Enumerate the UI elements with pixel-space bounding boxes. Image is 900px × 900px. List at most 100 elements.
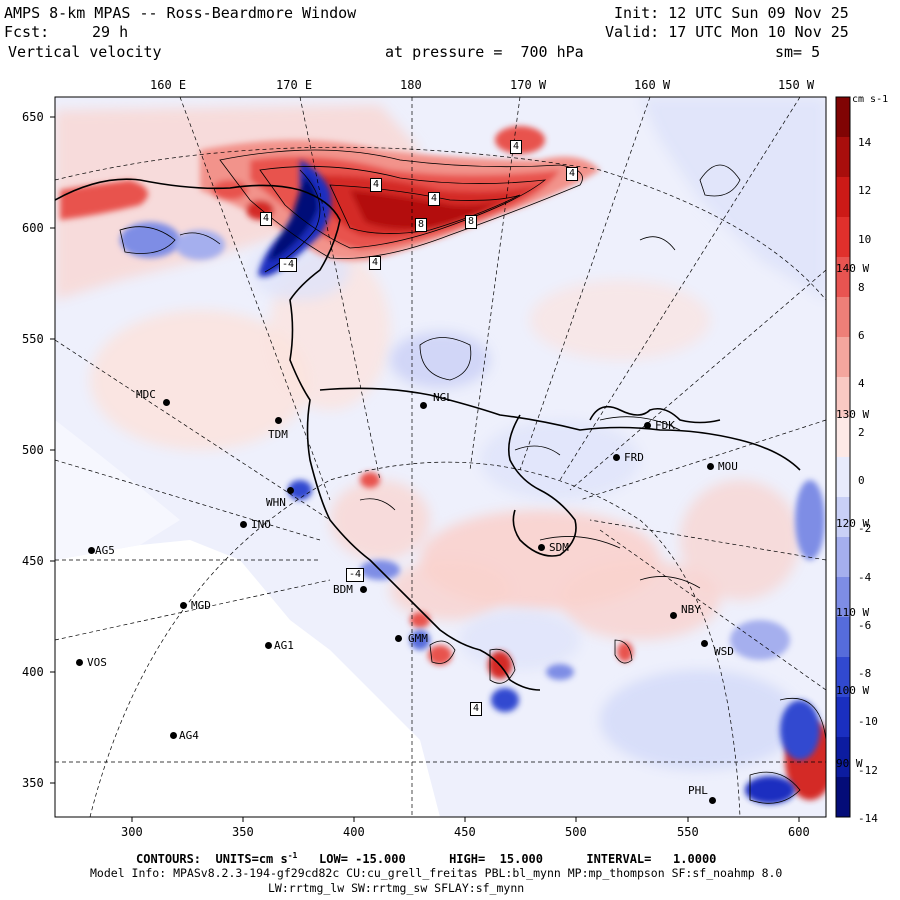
- map-title: AMPS 8-km MPAS -- Ross-Beardmore Window: [4, 4, 357, 22]
- station-marker-ag1: [265, 642, 272, 649]
- y-tick-650: 650: [22, 110, 44, 124]
- valid-time: Valid: 17 UTC Mon 10 Nov 25: [605, 23, 849, 41]
- colorbar-tick: 6: [858, 329, 865, 343]
- lon-label-170w: 170 W: [510, 78, 547, 92]
- station-marker-wsd: [701, 640, 708, 647]
- colorbar-segment: [836, 97, 850, 138]
- x-tick-300: 300: [121, 825, 143, 839]
- station-label-fdk: FDK: [655, 419, 675, 432]
- light-region: [55, 420, 180, 560]
- colorbar-segment: [836, 297, 850, 338]
- colorbar-segment: [836, 777, 850, 818]
- station-marker-vos: [76, 659, 83, 666]
- colorbar-segment: [836, 457, 850, 498]
- x-tick-350: 350: [232, 825, 254, 839]
- contour-label: 4: [566, 167, 579, 181]
- colorbar-tick: -14: [858, 812, 878, 825]
- init-time: Init: 12 UTC Sun 09 Nov 25: [614, 4, 849, 22]
- station-label-tdm: TDM: [268, 428, 288, 441]
- colorbar-segment: [836, 697, 850, 738]
- x-tick-500: 500: [565, 825, 587, 839]
- forecast-hour: 29 h: [92, 23, 129, 41]
- colorbar-tick: -10: [858, 715, 878, 729]
- contour-label: 4: [510, 140, 523, 154]
- lon-label-140w: 140 W: [836, 262, 870, 275]
- smoothing: sm= 5: [775, 43, 821, 61]
- colorbar-segment: [836, 137, 850, 178]
- y-tick-550: 550: [22, 332, 44, 346]
- colorbar-border: [835, 96, 851, 818]
- coastlines: [55, 178, 801, 691]
- colorbar-tick: 12: [858, 184, 872, 198]
- contour-label: 4: [369, 256, 382, 270]
- colorbar-tick: -12: [858, 763, 878, 777]
- colorbar-units: cm s-1: [852, 94, 889, 105]
- colorbar-segment: [836, 257, 850, 298]
- contour-label: 4: [260, 212, 273, 226]
- colorbar-tick: -6: [858, 618, 872, 632]
- lon-label-130w: 130 W: [836, 408, 870, 421]
- colorbar-segment: [836, 337, 850, 378]
- contour-lines: [119, 149, 826, 804]
- y-tick-400: 400: [22, 665, 44, 679]
- lon-label-100w: 100 W: [836, 684, 870, 697]
- station-label-mgd: MGD: [191, 599, 211, 612]
- colorbar-segment: [836, 377, 850, 418]
- lon-label-180: 180: [400, 78, 422, 92]
- axis-ticks: [50, 116, 800, 822]
- y-tick-450: 450: [22, 554, 44, 568]
- station-label-phl: PHL: [688, 784, 708, 797]
- no-data-region: [55, 540, 440, 817]
- station-label-ag4: AG4: [179, 729, 199, 742]
- station-marker-ag4: [170, 732, 177, 739]
- colorbar-segment: [836, 177, 850, 218]
- contour-label: 4: [470, 702, 483, 716]
- lon-label-150w: 150 W: [778, 78, 815, 92]
- y-tick-500: 500: [22, 443, 44, 457]
- station-label-frd: FRD: [624, 451, 644, 464]
- station-label-wsd: WSD: [714, 645, 734, 658]
- colorbar-segment: [836, 657, 850, 698]
- colorbar-segment: [836, 497, 850, 538]
- x-tick-550: 550: [677, 825, 699, 839]
- contour-label: 8: [415, 218, 428, 232]
- contour-label: 4: [370, 178, 383, 192]
- station-label-mou: MOU: [718, 460, 738, 473]
- contour-info: CONTOURS: UNITS=cm s-1 LOW= -15.000 HIGH…: [136, 851, 716, 866]
- station-marker-bdm: [360, 586, 367, 593]
- colorbar: [835, 96, 851, 818]
- station-label-ag1: AG1: [274, 639, 294, 652]
- colorbar-tick: 0: [858, 474, 865, 487]
- lon-label-120w: 120 W: [836, 517, 870, 530]
- model-info-2: LW:rrtmg_lw SW:rrtmg_sw SFLAY:sf_mynn: [268, 881, 525, 895]
- station-marker-mou: [707, 463, 714, 470]
- strong-descent-areas: [120, 160, 825, 804]
- contour-label: -4: [346, 568, 365, 582]
- lon-label-110w: 110 W: [836, 606, 870, 619]
- station-label-nby: NBY: [681, 603, 701, 616]
- plot-border: [54, 96, 827, 818]
- colorbar-tick: 8: [858, 280, 865, 294]
- x-tick-600: 600: [788, 825, 810, 839]
- colorbar-segment: [836, 617, 850, 658]
- station-marker-mdc: [163, 399, 170, 406]
- station-label-bdm: BDM: [333, 583, 353, 596]
- station-marker-phl: [709, 797, 716, 804]
- station-marker-fdk: [644, 422, 651, 429]
- model-info: Model Info: MPASv8.2.3-194-gf29cd82c CU:…: [90, 866, 783, 880]
- contour-label: -4: [279, 258, 298, 272]
- station-label-ngl: NGL: [433, 391, 453, 404]
- lon-label-90w: 90 W: [836, 757, 863, 770]
- colorbar-tick: 14: [858, 136, 872, 149]
- weak-descent-areas: [250, 97, 826, 770]
- colorbar-segment: [836, 737, 850, 778]
- y-tick-350: 350: [22, 776, 44, 790]
- colorbar-segment: [836, 537, 850, 578]
- contour-range: LOW= -15.000 HIGH= 15.000 INTERVAL= 1.00…: [297, 852, 717, 866]
- x-tick-400: 400: [343, 825, 365, 839]
- colorbar-tick: 2: [858, 425, 865, 439]
- x-tick-450: 450: [454, 825, 476, 839]
- station-marker-frd: [613, 454, 620, 461]
- station-marker-sdm: [538, 544, 545, 551]
